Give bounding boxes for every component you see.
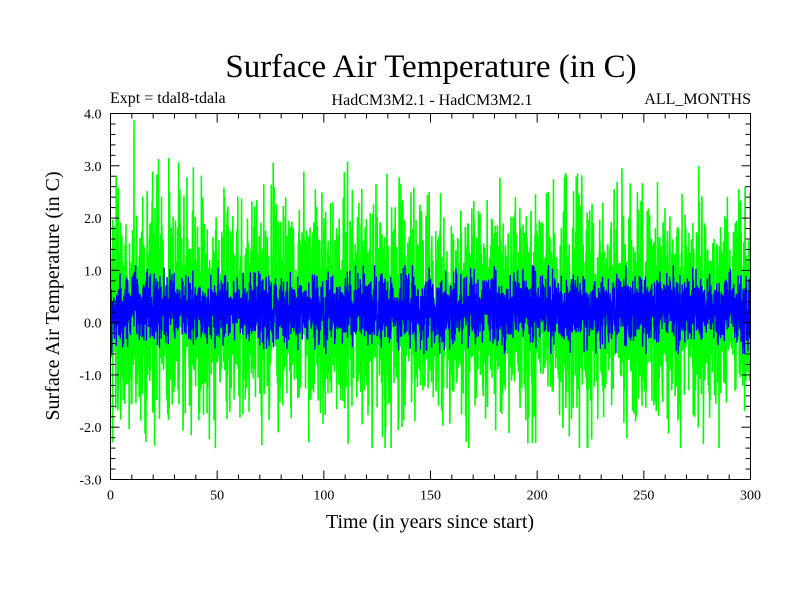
x-axis-label: Time (in years since start) [326,511,534,533]
chart-subtitle-left: Expt = tdal8-tdala [110,90,226,107]
y-tick-label: 2.0 [84,212,102,227]
series-layer [110,120,751,449]
y-tick-label: -1.0 [79,369,101,384]
y-tick-label: -3.0 [79,474,101,489]
tick-layer [110,113,751,480]
x-tick-label: 0 [107,489,114,504]
chart-subtitle-center: HadCM3M2.1 - HadCM3M2.1 [332,92,533,109]
x-tick-label: 50 [210,489,224,504]
x-tick-label: 150 [420,489,441,504]
series-line-blue [110,265,751,355]
x-tick-label: 200 [527,489,548,504]
x-tick-label: 300 [740,489,761,504]
x-tick-label: 250 [633,489,654,504]
y-tick-label: 3.0 [84,160,102,175]
plot-frame [110,113,751,480]
chart-title: Surface Air Temperature (in C) [225,49,636,85]
y-axis-label: Surface Air Temperature (in C) [42,171,64,420]
y-tick-label: 4.0 [84,108,102,123]
x-tick-label: 100 [313,489,334,504]
tick-label-layer: 0 50 100 150 200 250 300 -3.0 -2.0 -1.0 0.0 1.0 2.0 3… [79,108,761,504]
y-tick-label: 0.0 [84,317,102,332]
y-tick-label: -2.0 [79,421,101,436]
y-tick-label: 1.0 [84,264,102,279]
chart-subtitle-right: ALL_MONTHS [644,91,751,108]
